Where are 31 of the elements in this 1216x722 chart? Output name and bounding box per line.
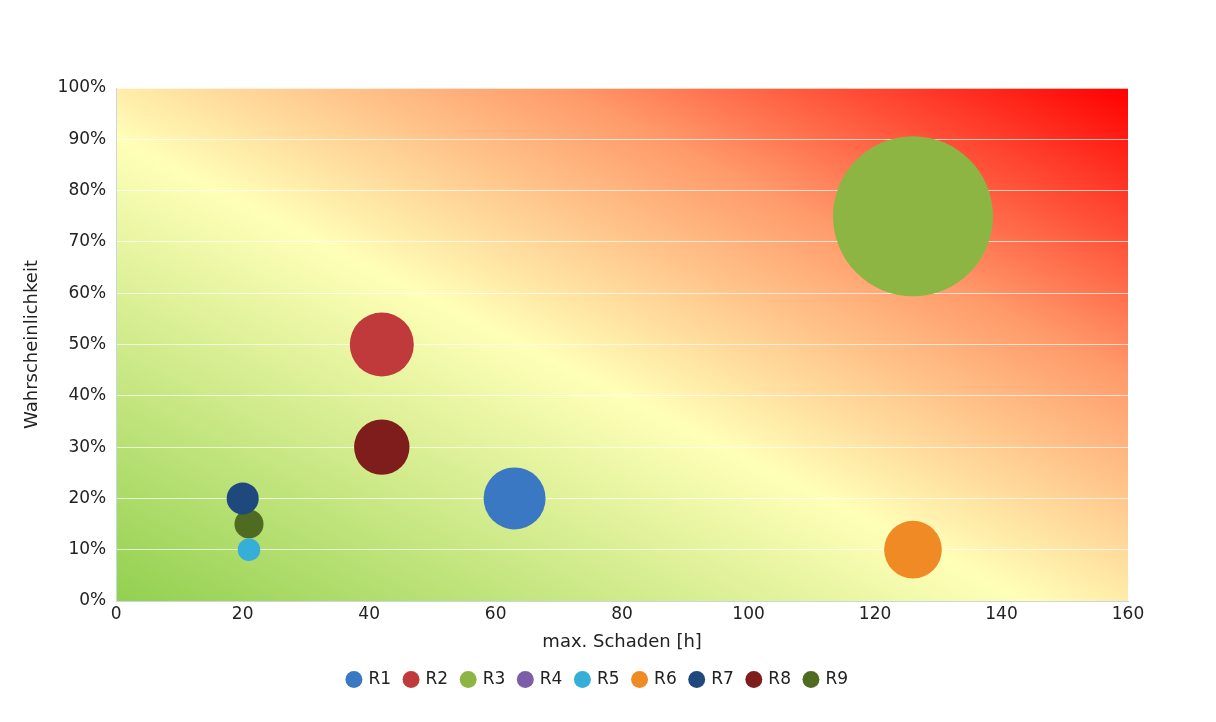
y-tick-label: 60%	[68, 281, 107, 302]
y-axis-title: Wahrscheinlichkeit	[20, 260, 42, 429]
y-tick-label: 30%	[68, 435, 107, 456]
legend-label: R5	[596, 667, 620, 688]
y-tick-label: 0%	[79, 589, 107, 610]
x-tick-label: 100	[732, 602, 765, 623]
x-tick-label: 60	[484, 602, 507, 623]
x-tick-label: 160	[1111, 602, 1145, 623]
legend-label: R8	[768, 667, 791, 688]
x-tick-label: 20	[231, 602, 254, 623]
x-tick-label: 0	[110, 602, 122, 623]
x-tick-label: 40	[358, 602, 380, 623]
y-tick-label: 40%	[68, 384, 107, 405]
y-tick-label: 100%	[57, 76, 107, 97]
legend-label: R4	[539, 667, 563, 688]
y-tick-label: 80%	[68, 179, 107, 200]
legend-label: R3	[482, 667, 506, 688]
legend-label: R7	[711, 667, 734, 688]
x-tick-label: 80	[611, 602, 633, 623]
legend-label: R6	[654, 667, 677, 688]
y-tick-label: 20%	[68, 486, 107, 507]
legend-label: R2	[425, 667, 449, 688]
legend-label: R9	[825, 667, 849, 688]
legend-label: R1	[368, 667, 392, 688]
x-tick-label: 140	[985, 602, 1018, 623]
y-tick-label: 10%	[68, 538, 107, 559]
y-tick-label: 90%	[68, 127, 107, 148]
x-axis-title: max. Schaden [h]	[542, 629, 702, 651]
x-tick-label: 120	[858, 602, 892, 623]
y-tick-label: 70%	[68, 230, 107, 251]
y-tick-label: 50%	[68, 332, 107, 353]
